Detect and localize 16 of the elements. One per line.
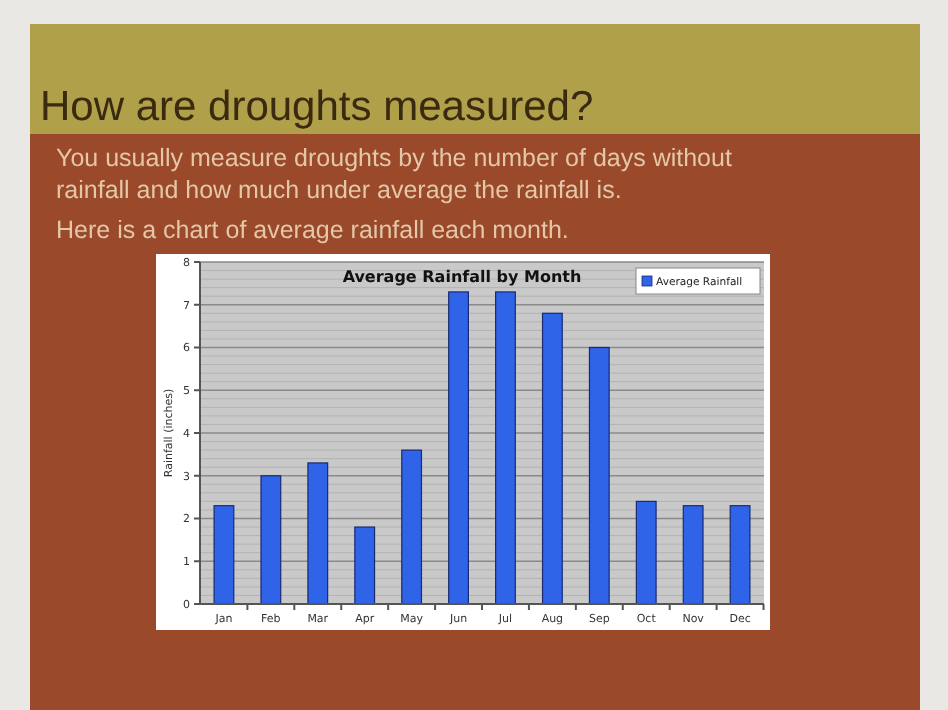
bar (495, 291, 516, 605)
bar (307, 462, 329, 605)
text: How are droughts measured? (40, 84, 594, 130)
bar (401, 449, 423, 605)
chart-title: Average Rainfall by Month (342, 268, 582, 286)
text: You usually measure droughts by the number of days without rainfall and how much under average the rainfall is. (56, 144, 733, 204)
text: Here is a chart of average rainfall each month. (56, 216, 569, 244)
bar (541, 312, 563, 605)
bar (354, 526, 376, 605)
bar (260, 475, 282, 605)
bar (448, 291, 469, 605)
bar (729, 505, 751, 605)
bar (213, 505, 235, 605)
bar (682, 505, 704, 605)
bar (588, 346, 610, 605)
bar (635, 500, 657, 605)
